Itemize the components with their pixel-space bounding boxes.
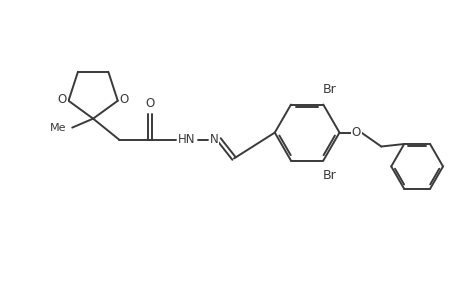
- Text: Br: Br: [322, 83, 336, 96]
- Text: O: O: [145, 97, 154, 110]
- Text: Br: Br: [322, 169, 336, 182]
- Text: HN: HN: [178, 133, 195, 146]
- Text: O: O: [351, 126, 360, 139]
- Text: O: O: [119, 93, 129, 106]
- Text: Me: Me: [50, 123, 67, 133]
- Text: O: O: [57, 93, 67, 106]
- Text: N: N: [209, 133, 218, 146]
